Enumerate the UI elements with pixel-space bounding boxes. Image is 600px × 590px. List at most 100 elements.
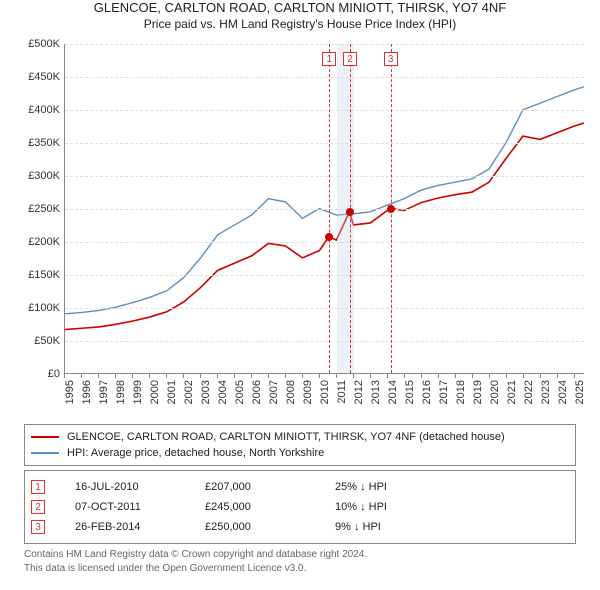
x-tick-mark bbox=[438, 374, 439, 378]
x-tick-label: 2008 bbox=[285, 380, 297, 404]
x-tick-mark bbox=[166, 374, 167, 378]
y-axis: £0£50K£100K£150K£200K£250K£300K£350K£400… bbox=[10, 44, 62, 374]
x-tick-label: 2020 bbox=[489, 380, 501, 404]
transaction-diff: 9% ↓ HPI bbox=[335, 521, 455, 533]
x-tick-mark bbox=[319, 374, 320, 378]
x-tick-mark bbox=[472, 374, 473, 378]
x-tick-label: 1995 bbox=[64, 380, 76, 404]
gridline bbox=[65, 275, 584, 276]
transaction-row: 326-FEB-2014£250,0009% ↓ HPI bbox=[31, 517, 569, 537]
series-line bbox=[65, 123, 584, 330]
x-tick-mark bbox=[285, 374, 286, 378]
transaction-diff: 10% ↓ HPI bbox=[335, 501, 455, 513]
y-tick-label: £200K bbox=[10, 236, 60, 248]
y-tick-label: £300K bbox=[10, 170, 60, 182]
y-tick-label: £500K bbox=[10, 38, 60, 50]
transaction-marker: 1 bbox=[31, 480, 45, 494]
y-tick-label: £50K bbox=[10, 335, 60, 347]
x-tick-label: 2011 bbox=[336, 380, 348, 404]
x-tick-mark bbox=[149, 374, 150, 378]
x-tick-mark bbox=[98, 374, 99, 378]
x-tick-label: 2005 bbox=[234, 380, 246, 404]
event-line bbox=[329, 44, 330, 373]
footer-line-1: Contains HM Land Registry data © Crown c… bbox=[24, 548, 576, 562]
transaction-row: 1 16-JUL-2010£207,00025% ↓ HPI bbox=[31, 477, 569, 497]
x-tick-mark bbox=[506, 374, 507, 378]
gridline bbox=[65, 341, 584, 342]
x-tick-label: 2025 bbox=[574, 380, 586, 404]
x-tick-label: 1996 bbox=[81, 380, 93, 404]
gridline bbox=[65, 44, 584, 45]
x-tick-mark bbox=[421, 374, 422, 378]
x-tick-mark bbox=[64, 374, 65, 378]
x-tick-mark bbox=[200, 374, 201, 378]
x-tick-label: 1998 bbox=[115, 380, 127, 404]
chart-subtitle: Price paid vs. HM Land Registry's House … bbox=[0, 17, 600, 31]
event-point bbox=[325, 233, 333, 241]
x-tick-mark bbox=[455, 374, 456, 378]
event-point bbox=[387, 205, 395, 213]
transaction-date: 07-OCT-2011 bbox=[75, 501, 205, 513]
x-tick-label: 2004 bbox=[217, 380, 229, 404]
y-tick-label: £150K bbox=[10, 269, 60, 281]
event-marker: 1 bbox=[322, 52, 336, 66]
x-axis: 1995199619971998199920002001200220032004… bbox=[64, 374, 584, 420]
x-tick-label: 2006 bbox=[251, 380, 263, 404]
x-tick-mark bbox=[115, 374, 116, 378]
x-tick-mark bbox=[489, 374, 490, 378]
x-tick-label: 1999 bbox=[132, 380, 144, 404]
legend-swatch-property bbox=[31, 436, 59, 438]
transaction-diff: 25% ↓ HPI bbox=[335, 481, 455, 493]
legend-row-hpi: HPI: Average price, detached house, Nort… bbox=[31, 445, 569, 461]
x-tick-mark bbox=[523, 374, 524, 378]
y-tick-label: £400K bbox=[10, 104, 60, 116]
x-tick-mark bbox=[302, 374, 303, 378]
x-tick-label: 2016 bbox=[421, 380, 433, 404]
x-tick-label: 2012 bbox=[353, 380, 365, 404]
y-tick-label: £350K bbox=[10, 137, 60, 149]
x-tick-mark bbox=[234, 374, 235, 378]
gridline bbox=[65, 209, 584, 210]
transaction-date: 16-JUL-2010 bbox=[75, 481, 205, 493]
x-tick-mark bbox=[268, 374, 269, 378]
x-tick-label: 2019 bbox=[472, 380, 484, 404]
plot-area: 12 3 bbox=[64, 44, 584, 374]
x-tick-mark bbox=[404, 374, 405, 378]
x-tick-label: 2010 bbox=[319, 380, 331, 404]
chart-title: GLENCOE, CARLTON ROAD, CARLTON MINIOTT, … bbox=[0, 0, 600, 15]
x-tick-mark bbox=[353, 374, 354, 378]
transaction-price: £207,000 bbox=[205, 481, 335, 493]
x-tick-label: 2024 bbox=[557, 380, 569, 404]
transaction-marker: 2 bbox=[31, 500, 45, 514]
transaction-marker: 3 bbox=[31, 520, 45, 534]
transaction-date: 26-FEB-2014 bbox=[75, 521, 205, 533]
gridline bbox=[65, 143, 584, 144]
x-tick-mark bbox=[370, 374, 371, 378]
gridline bbox=[65, 176, 584, 177]
x-tick-mark bbox=[387, 374, 388, 378]
legend-row-property: GLENCOE, CARLTON ROAD, CARLTON MINIOTT, … bbox=[31, 429, 569, 445]
x-tick-label: 1997 bbox=[98, 380, 110, 404]
x-tick-mark bbox=[540, 374, 541, 378]
x-tick-label: 2022 bbox=[523, 380, 535, 404]
gridline bbox=[65, 242, 584, 243]
y-tick-label: £450K bbox=[10, 71, 60, 83]
x-tick-mark bbox=[251, 374, 252, 378]
y-tick-label: £0 bbox=[10, 368, 60, 380]
transactions-table: 1 16-JUL-2010£207,00025% ↓ HPI 2 07-OCT-201… bbox=[24, 470, 576, 544]
x-tick-mark bbox=[557, 374, 558, 378]
event-marker: 2 bbox=[343, 52, 357, 66]
gridline bbox=[65, 110, 584, 111]
x-tick-label: 2013 bbox=[370, 380, 382, 404]
x-tick-mark bbox=[217, 374, 218, 378]
legend-swatch-hpi bbox=[31, 452, 59, 454]
series-line bbox=[65, 87, 584, 314]
event-point bbox=[346, 208, 354, 216]
transaction-row: 2 07-OCT-2011£245,00010% ↓ HPI bbox=[31, 497, 569, 517]
x-tick-mark bbox=[132, 374, 133, 378]
x-tick-label: 2014 bbox=[387, 380, 399, 404]
event-marker: 3 bbox=[384, 52, 398, 66]
transaction-price: £245,000 bbox=[205, 501, 335, 513]
legend: GLENCOE, CARLTON ROAD, CARLTON MINIOTT, … bbox=[24, 424, 576, 466]
x-tick-mark bbox=[336, 374, 337, 378]
